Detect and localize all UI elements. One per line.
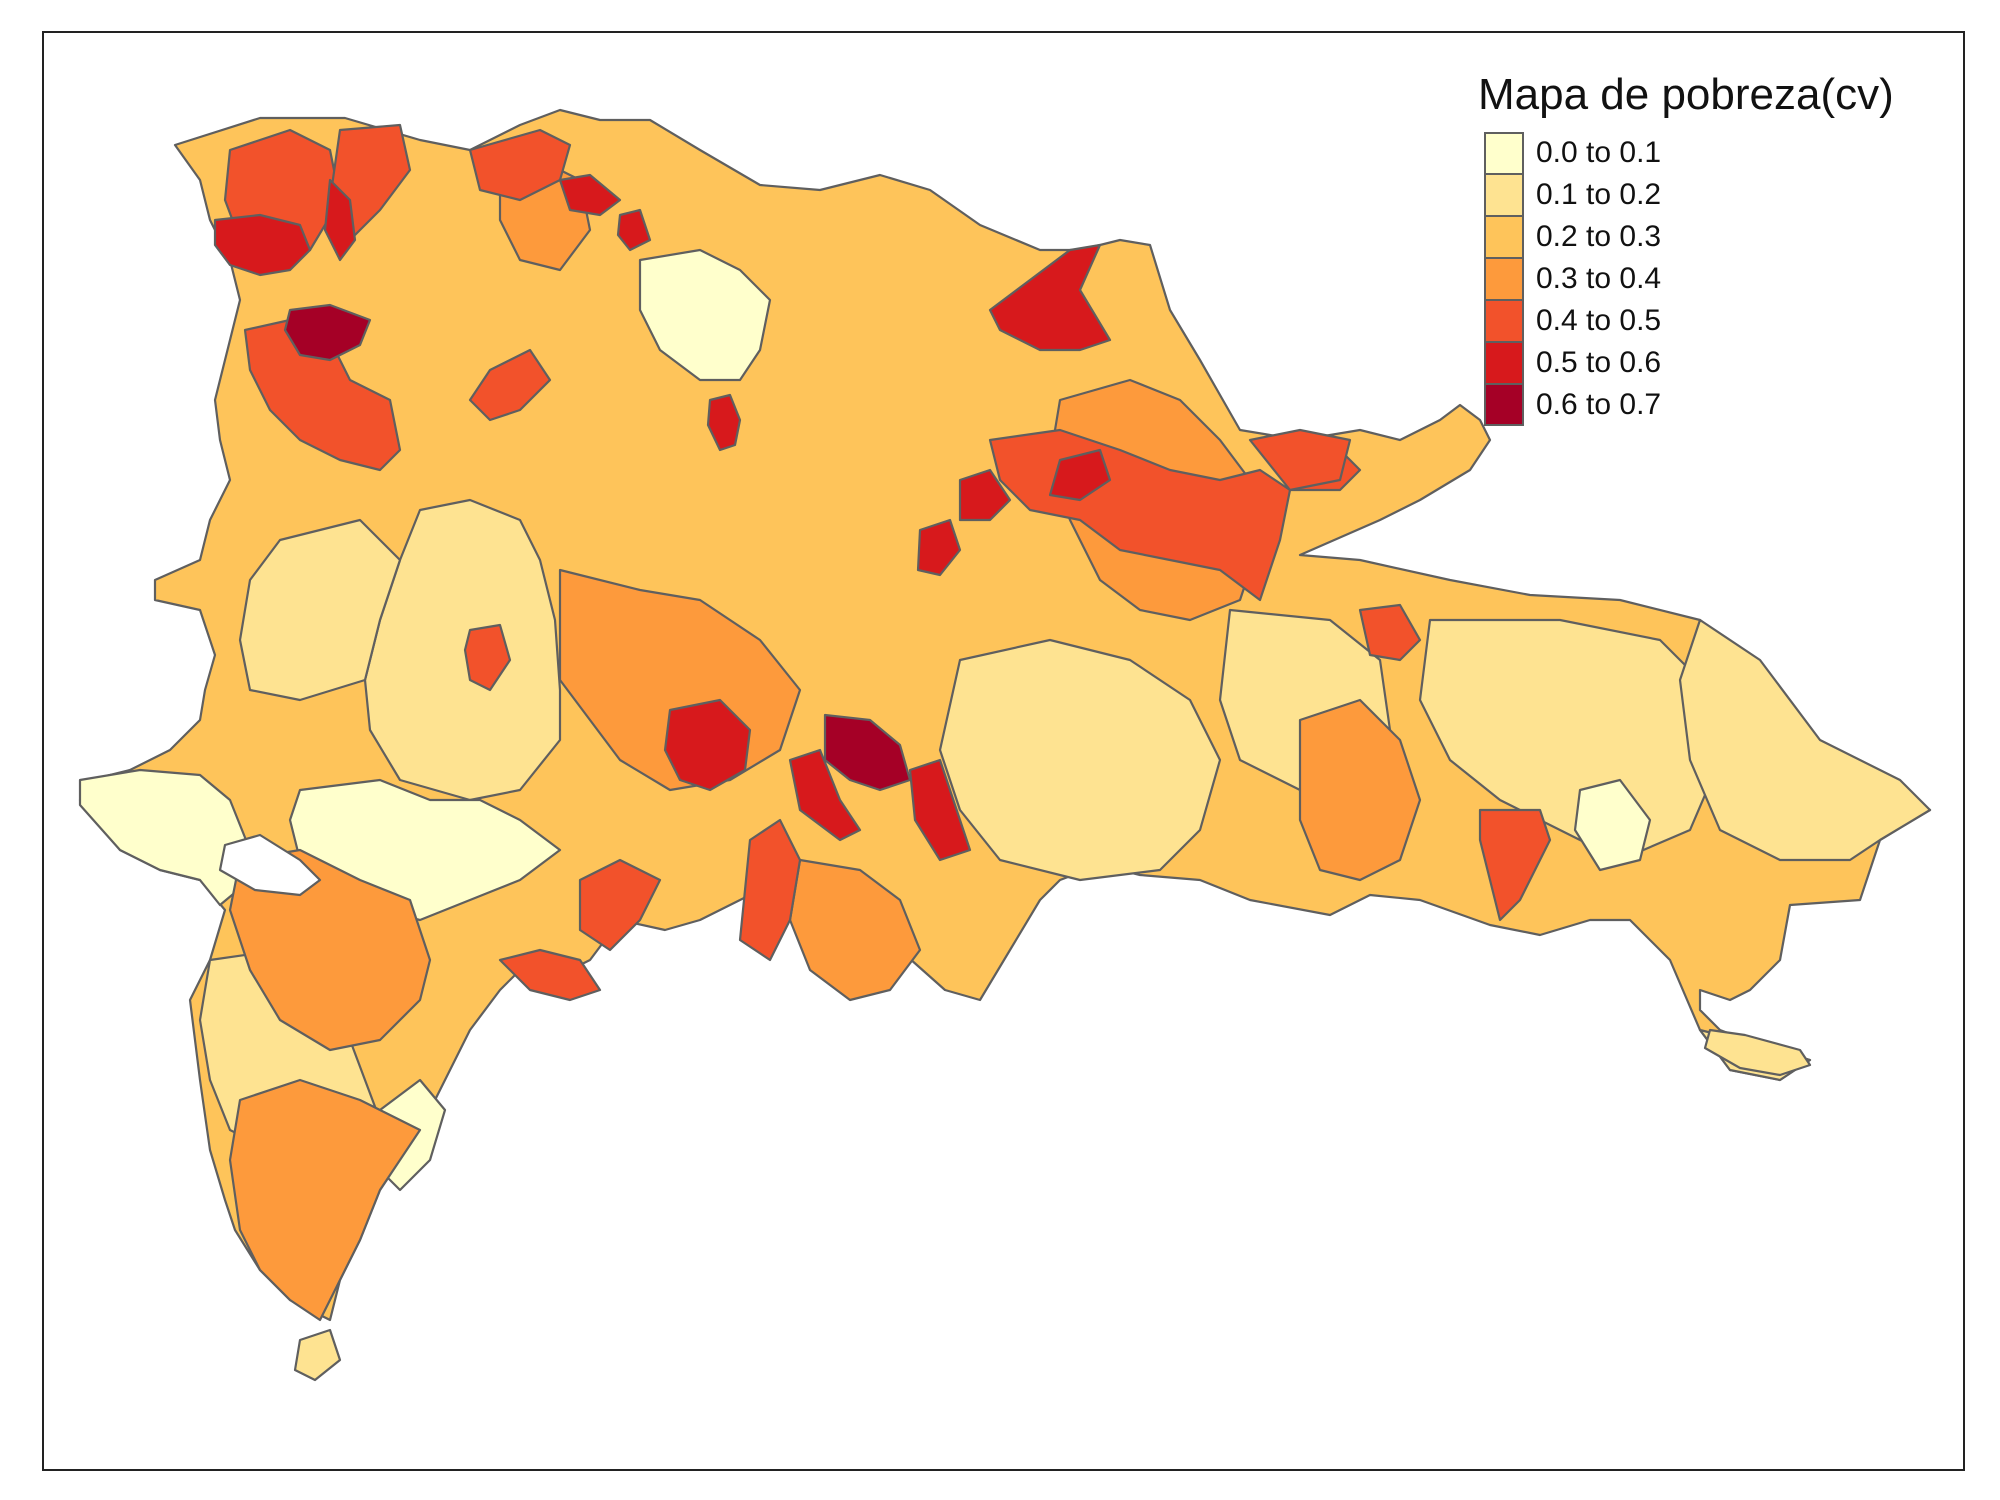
map-region	[788, 748, 862, 842]
map-region	[663, 698, 752, 792]
map-region	[788, 858, 922, 1002]
map-region	[228, 848, 432, 1052]
legend-swatch	[1484, 300, 1524, 342]
legend-swatch	[1484, 174, 1524, 216]
map-region	[1678, 618, 1932, 862]
map-region	[1248, 428, 1352, 492]
map-region	[578, 858, 662, 952]
legend-item: 0.6 to 0.7	[1484, 384, 1894, 426]
map-region	[323, 178, 357, 262]
map-region	[1418, 618, 1722, 862]
legend-label: 0.4 to 0.5	[1536, 304, 1662, 337]
map-region	[958, 468, 1012, 522]
legend-label: 0.5 to 0.6	[1536, 346, 1662, 379]
map-region	[916, 518, 962, 577]
map-region	[638, 248, 772, 382]
map-region	[1573, 778, 1652, 872]
legend-swatch	[1484, 384, 1524, 426]
map-region	[823, 713, 912, 792]
legend-swatch	[1484, 216, 1524, 258]
map-region	[498, 948, 602, 1002]
legend-items: 0.0 to 0.1 0.1 to 0.2 0.2 to 0.3 0.3 to …	[1484, 132, 1894, 426]
legend-swatch	[1484, 342, 1524, 384]
legend-label: 0.3 to 0.4	[1536, 262, 1662, 295]
legend-item: 0.4 to 0.5	[1484, 300, 1894, 342]
map-region	[293, 1328, 342, 1382]
legend-title: Mapa de pobreza(cv)	[1478, 70, 1894, 119]
map-region	[908, 758, 972, 862]
legend-item: 0.1 to 0.2	[1484, 174, 1894, 216]
map-region	[988, 243, 1112, 352]
legend-label: 0.2 to 0.3	[1536, 220, 1662, 253]
legend-item: 0.2 to 0.3	[1484, 216, 1894, 258]
legend-label: 0.1 to 0.2	[1536, 178, 1662, 211]
legend-label: 0.0 to 0.1	[1536, 136, 1662, 169]
map-region	[1703, 1028, 1812, 1077]
municipality-regions	[78, 108, 1932, 1382]
map-region	[738, 818, 802, 962]
legend: Mapa de pobreza(cv) 0.0 to 0.1 0.1 to 0.…	[1476, 70, 1894, 426]
map-region	[938, 638, 1222, 882]
map-region	[1298, 698, 1422, 882]
legend-swatch	[1484, 132, 1524, 174]
map-region	[228, 1078, 422, 1322]
lake-enriquillo	[218, 833, 322, 897]
map-region	[616, 208, 652, 252]
map-region	[706, 393, 742, 452]
legend-swatch	[1484, 258, 1524, 300]
map-region	[283, 303, 372, 362]
map-region	[213, 213, 312, 277]
map-region	[463, 623, 512, 692]
legend-label: 0.6 to 0.7	[1536, 388, 1662, 421]
legend-item: 0.0 to 0.1	[1484, 132, 1894, 174]
map-region	[468, 348, 552, 422]
legend-item: 0.3 to 0.4	[1484, 258, 1894, 300]
map-region	[1478, 808, 1552, 922]
map-region	[1048, 448, 1112, 502]
map-region	[238, 518, 402, 702]
legend-item: 0.5 to 0.6	[1484, 342, 1894, 384]
map-region	[1358, 603, 1422, 662]
map-region	[558, 173, 622, 217]
